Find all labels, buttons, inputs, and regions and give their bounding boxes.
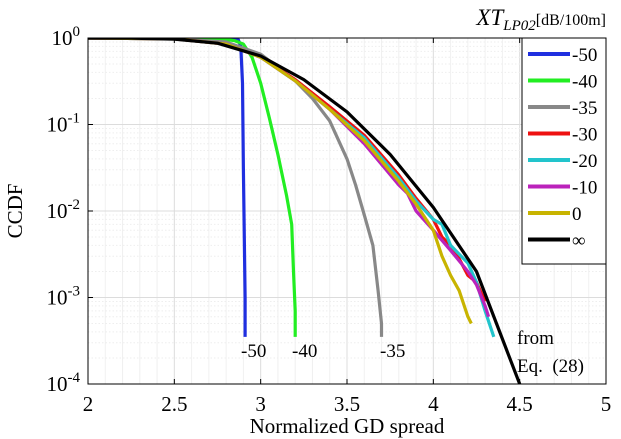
legend-title-unit: [dB/100m] xyxy=(536,12,606,29)
legend-label-1: -40 xyxy=(572,72,597,93)
legend-box xyxy=(521,37,607,265)
legend-label-5: -10 xyxy=(572,178,597,199)
y-tick-label: 10-1 xyxy=(47,111,81,137)
annotations: -50 -40 -35 from Eq. (28) xyxy=(241,328,584,377)
x-tick-label: 3 xyxy=(255,392,266,416)
x-tick-label: 3.5 xyxy=(334,392,360,416)
series-line-7 xyxy=(88,38,522,384)
y-tick-label: 10-4 xyxy=(47,370,81,396)
annotation-from: from xyxy=(517,328,554,349)
legend: -50 -40 -35 -30 -20 -10 0 ∞ xyxy=(521,37,607,265)
annotation-minus-35: -35 xyxy=(380,341,405,362)
legend-title-main: XT xyxy=(475,5,505,30)
x-tick-label: 2.5 xyxy=(161,392,187,416)
legend-label-6: 0 xyxy=(572,204,582,225)
x-tick-label: 5 xyxy=(601,392,612,416)
annotation-minus-50: -50 xyxy=(241,341,266,362)
x-tick-label: 4.5 xyxy=(507,392,533,416)
x-tick-label: 4 xyxy=(428,392,439,416)
legend-label-7: ∞ xyxy=(572,231,586,252)
y-axis-ticks: 100 10-1 10-2 10-3 10-4 xyxy=(47,24,93,396)
x-tick-label: 2 xyxy=(83,392,94,416)
legend-label-4: -20 xyxy=(572,151,597,172)
legend-label-0: -50 xyxy=(572,45,597,66)
annotation-minus-40: -40 xyxy=(292,341,317,362)
annotation-eq-28: Eq. (28) xyxy=(517,356,584,377)
series-line-2 xyxy=(88,38,384,337)
y-tick-label: 100 xyxy=(52,24,81,50)
series-line-1 xyxy=(88,38,297,337)
y-tick-label: 10-2 xyxy=(47,197,81,223)
series-layer xyxy=(88,38,522,384)
x-axis-ticks: 2 2.5 3 3.5 4 4.5 5 xyxy=(83,38,612,416)
legend-label-2: -35 xyxy=(572,98,597,119)
y-tick-label: 10-3 xyxy=(47,284,81,310)
legend-title-sub: LP02 xyxy=(502,18,536,34)
legend-title: XTLP02[dB/100m] xyxy=(475,5,606,34)
y-axis-title: CCDF xyxy=(3,184,27,239)
svg-text:XTLP02[dB/100m]: XTLP02[dB/100m] xyxy=(475,5,606,34)
x-axis-title: Normalized GD spread xyxy=(250,414,445,438)
legend-label-3: -30 xyxy=(572,125,597,146)
